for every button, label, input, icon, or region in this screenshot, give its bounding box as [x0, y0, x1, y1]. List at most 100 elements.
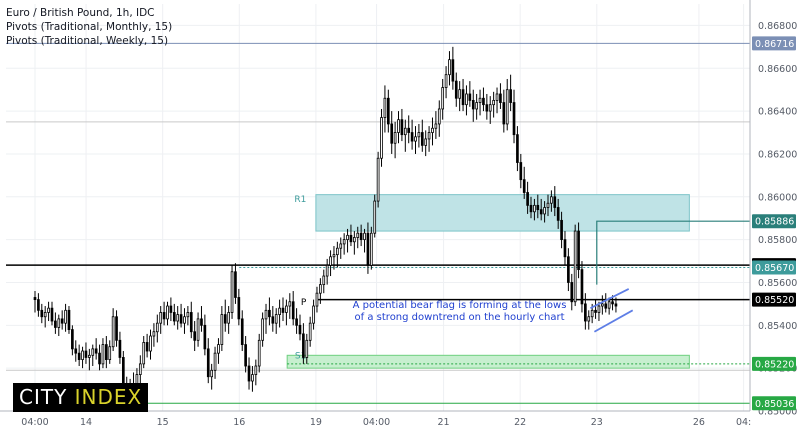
candle-body	[206, 348, 210, 378]
x-tick-label: 26	[693, 417, 705, 428]
candle-body	[563, 239, 567, 258]
candle-body	[223, 314, 227, 324]
candle-body	[546, 202, 550, 208]
candle-body	[614, 303, 618, 307]
candle-body	[499, 93, 502, 103]
price-tag-label: 0.85670	[755, 263, 794, 274]
candle-body	[285, 305, 288, 313]
candle-body	[60, 318, 64, 324]
candle-body	[505, 89, 509, 125]
candle-body	[332, 254, 336, 258]
indicator-weekly-pivots: Pivots (Traditional, Weekly, 15)	[6, 35, 169, 47]
candle-body	[142, 342, 146, 365]
candle-body	[64, 309, 67, 324]
candle-body	[410, 132, 414, 142]
candle-body	[254, 365, 258, 375]
candle-body	[74, 348, 78, 354]
candle-body	[488, 104, 492, 112]
candle-body	[308, 322, 312, 341]
candle-body	[322, 275, 326, 286]
candle-body	[420, 132, 424, 146]
candle-body	[251, 374, 254, 382]
y-tick-label: 0.86400	[758, 107, 797, 118]
candles-group	[33, 46, 618, 405]
y-tick-label: 0.85000	[758, 407, 797, 418]
candle-body	[577, 230, 580, 271]
candle-body	[193, 331, 197, 341]
candle-body	[465, 93, 468, 106]
candle-body	[461, 89, 465, 106]
candle-body	[329, 256, 332, 266]
candle-body	[166, 305, 169, 320]
x-tick-label: 21	[438, 417, 450, 428]
candle-body	[478, 97, 482, 103]
candle-body	[217, 344, 220, 354]
pivot-label: R1	[294, 195, 306, 205]
y-tick-label: 0.86000	[758, 192, 797, 203]
candle-body	[495, 93, 499, 101]
weekly-r1-zone	[315, 194, 690, 232]
candle-body	[390, 123, 394, 144]
price-tag-bg	[752, 36, 796, 51]
candle-body	[607, 301, 611, 309]
candle-body	[220, 314, 224, 345]
candle-body	[240, 318, 244, 345]
candle-body	[475, 102, 478, 110]
candle-body	[189, 312, 193, 333]
candle-body	[94, 348, 98, 354]
annotation-text: of a strong downtrend on the hourly char…	[355, 312, 565, 323]
candle-body	[43, 312, 47, 318]
candle-body	[397, 119, 400, 133]
candle-body	[587, 316, 591, 322]
candle-body	[210, 369, 213, 378]
candle-body	[47, 307, 50, 313]
candle-body	[383, 97, 387, 118]
candle-body	[118, 339, 122, 358]
candle-body	[172, 312, 176, 322]
candle-body	[417, 132, 421, 138]
candle-body	[298, 324, 302, 335]
candle-body	[162, 312, 166, 320]
candle-body	[353, 237, 356, 243]
candle-body	[319, 284, 322, 294]
candle-body	[325, 264, 329, 277]
candle-body	[200, 318, 203, 326]
candle-body	[393, 132, 397, 144]
candle-body	[451, 59, 455, 82]
candle-body	[186, 312, 190, 318]
candle-body	[509, 89, 512, 103]
candle-body	[281, 307, 285, 313]
candle-body	[604, 303, 608, 309]
x-tick-label: 04:00	[363, 417, 390, 428]
y-tick-label: 0.85800	[758, 235, 797, 246]
candle-body	[580, 269, 584, 305]
annotation-text: A potential bear flag is forming at the …	[353, 300, 567, 311]
candle-body	[567, 256, 570, 283]
candle-body	[386, 97, 390, 125]
chart-legend: Euro / British Pound, 1h, IDC Pivots (Tr…	[6, 6, 172, 48]
candle-body	[247, 365, 251, 382]
bear-flag-upper-line	[589, 288, 630, 309]
price-tag-bg	[752, 356, 796, 371]
candle-body	[196, 318, 200, 341]
candle-body	[121, 357, 125, 386]
candle-body	[556, 207, 560, 221]
candle-body	[560, 219, 563, 241]
y-tick-label: 0.85600	[758, 278, 797, 289]
candle-body	[512, 102, 516, 136]
candle-body	[363, 232, 366, 241]
candle-body	[155, 322, 159, 333]
candle-body	[264, 309, 268, 320]
candle-body	[414, 136, 417, 142]
bear-flag-lower-line	[593, 309, 634, 333]
x-tick-label: 16	[233, 417, 245, 428]
pivot-label: P	[301, 298, 307, 308]
candle-body	[444, 74, 448, 88]
weekly-s1-zone	[286, 354, 690, 369]
candle-body	[77, 352, 81, 360]
candle-body	[288, 301, 292, 307]
candle-body	[441, 87, 445, 110]
candle-body	[213, 352, 217, 371]
